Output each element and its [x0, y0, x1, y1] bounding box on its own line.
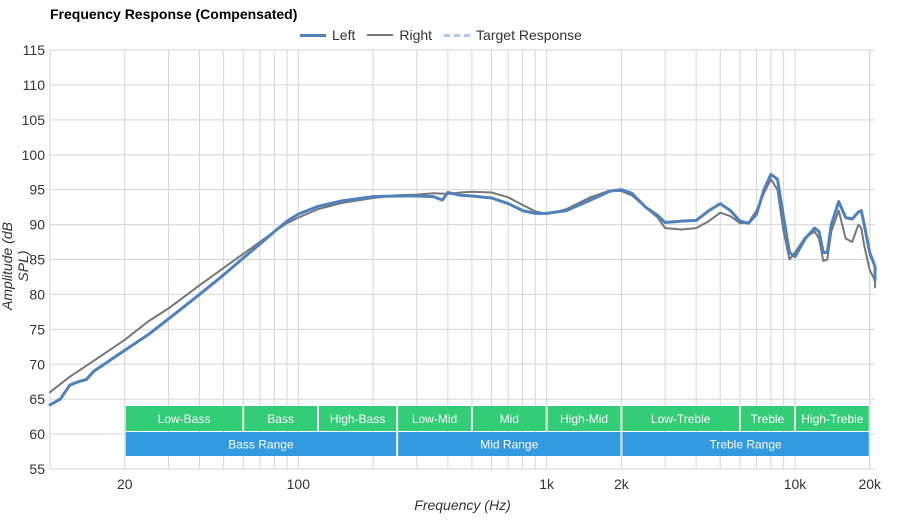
y-tick-label: 110 — [23, 77, 46, 93]
y-tick-label: 85 — [29, 252, 45, 268]
range-band — [622, 432, 869, 456]
y-tick-label: 115 — [23, 42, 46, 58]
x-axis-label: Frequency (Hz) — [414, 497, 511, 513]
frequency-band-label: High-Bass — [330, 412, 385, 426]
legend-item-right[interactable]: Right — [367, 27, 432, 43]
frequency-band-label: Mid — [500, 412, 519, 426]
y-tick-label: 70 — [29, 356, 45, 372]
frequency-band — [398, 406, 471, 431]
legend-label-right: Right — [399, 27, 433, 43]
legend-swatch-target — [444, 33, 471, 37]
range-band — [125, 432, 397, 456]
y-tick-label: 60 — [29, 426, 45, 442]
frequency-band-label: High-Treble — [801, 412, 864, 426]
frequency-band-label: Low-Treble — [651, 412, 711, 426]
frequency-band — [622, 406, 739, 431]
frequency-band — [125, 406, 243, 431]
range-band-label: Mid Range — [480, 438, 538, 452]
legend-swatch-right — [367, 34, 394, 36]
legend-label-target: Target Response — [476, 27, 582, 43]
frequency-band — [244, 406, 317, 431]
series-line-right — [49, 178, 876, 394]
frequency-band — [740, 406, 794, 431]
frequency-band-label: Low-Mid — [412, 412, 457, 426]
frequency-band — [472, 406, 546, 431]
x-tick-label: 20 — [117, 476, 133, 492]
y-tick-label: 65 — [29, 391, 45, 407]
frequency-band-label: Treble — [751, 412, 785, 426]
y-tick-label: 75 — [29, 321, 45, 337]
frequency-band — [318, 406, 397, 431]
frequency-band-label: Bass — [267, 412, 294, 426]
frequency-band — [795, 406, 869, 431]
range-band-label: Treble Range — [709, 438, 782, 452]
series-line-left — [48, 172, 877, 407]
y-tick-label: 80 — [29, 286, 45, 302]
x-tick-label: 100 — [287, 476, 311, 492]
y-tick-label: 90 — [29, 217, 45, 233]
y-tick-label: 55 — [29, 461, 45, 477]
chart-title: Frequency Response (Compensated) — [50, 6, 298, 22]
frequency-band-label: Low-Bass — [158, 412, 211, 426]
legend-swatch-left — [300, 33, 326, 37]
y-axis-label: Amplitude (dB SPL) — [0, 222, 31, 310]
y-tick-label: 100 — [22, 147, 46, 163]
y-tick-label: 95 — [29, 182, 45, 198]
x-tick-label: 10k — [784, 476, 808, 492]
legend: Left Right Target Response — [300, 27, 594, 43]
range-band-label: Bass Range — [228, 438, 294, 452]
y-tick-label: 105 — [22, 112, 46, 128]
x-tick-label: 20k — [858, 476, 882, 492]
x-tick-label: 2k — [614, 476, 630, 492]
legend-item-target[interactable]: Target Response — [444, 27, 582, 43]
x-tick-label: 1k — [539, 476, 555, 492]
frequency-band-label: High-Mid — [560, 412, 608, 426]
legend-label-left: Left — [332, 27, 356, 43]
range-band — [398, 432, 621, 456]
legend-item-left[interactable]: Left — [300, 27, 355, 43]
frequency-band — [547, 406, 621, 431]
